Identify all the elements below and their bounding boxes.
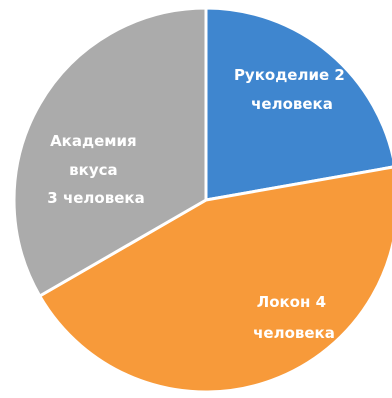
slice-label-rukodelie: Рукоделие 2 человека: [234, 66, 350, 113]
pie-slice-akademiya: [12, 6, 208, 299]
slice-label-akademiya: Академия вкуса 3 человека: [47, 132, 144, 207]
pie-slice-rukodelie: [204, 6, 392, 202]
slice-label-lokon: Локон 4 человека: [253, 293, 335, 342]
pie-slice-lokon: [37, 165, 392, 394]
pie-slices: [12, 6, 392, 394]
